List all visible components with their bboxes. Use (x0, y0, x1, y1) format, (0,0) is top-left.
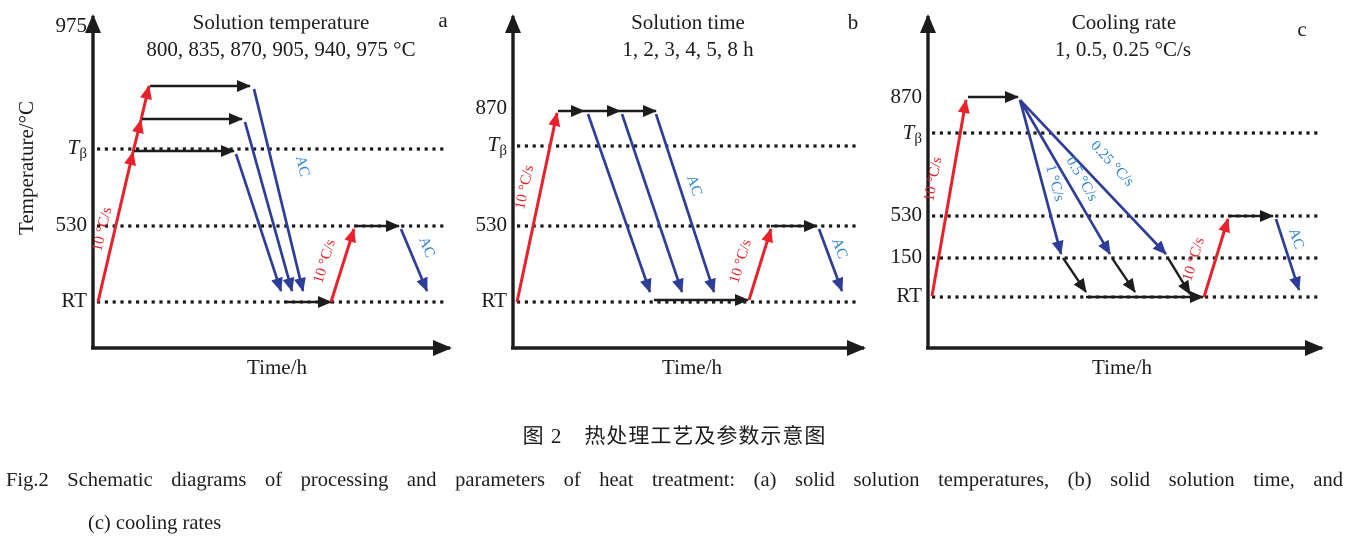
aging-heating-arrow (329, 228, 356, 303)
air-cool-arrow-2 (620, 113, 684, 293)
panel-c-title: Cooling rate (1072, 10, 1176, 34)
heating-arrow-seg3 (139, 85, 152, 121)
y-axis-label: Temperature/°C (14, 101, 38, 235)
tbeta-subscript: β (79, 146, 87, 162)
cooling-rate-arrow-3 (1019, 99, 1167, 255)
tbeta-symbol: T (903, 120, 916, 144)
aging-air-cool-arrow (399, 228, 429, 292)
panel-a-title: Solution temperature (193, 10, 370, 34)
ytick-870: 870 (891, 84, 923, 108)
ytick-870: 870 (476, 95, 508, 119)
air-cool-arrow-1 (252, 88, 306, 292)
aging-air-cool-arrow (1274, 218, 1301, 291)
caption-english-line1: Fig.2 Schematic diagrams of processing a… (6, 469, 1343, 491)
air-cool-arrow-1 (586, 113, 652, 293)
ytick-150: 150 (891, 244, 923, 268)
aging-heating-arrow (1202, 218, 1230, 298)
ytick-tbeta: Tβ (68, 135, 87, 162)
panel-c-subtitle: 1, 0.5, 0.25 °C/s (1055, 37, 1191, 61)
cooling-rate-arrow-2 (1018, 99, 1112, 255)
heating-arrow-seg1 (96, 151, 136, 303)
tbeta-symbol: T (68, 135, 81, 159)
panel-a-subtitle: 800, 835, 870, 905, 940, 975 °C (146, 37, 415, 61)
aging-air-cool-label: AC (1285, 226, 1307, 251)
heating-arrow-seg2 (131, 119, 144, 153)
ytick-rt: RT (481, 288, 507, 312)
air-cool-label: AC (292, 154, 312, 178)
tbeta-symbol: T (488, 132, 501, 156)
air-cool-arrow-2 (243, 121, 295, 292)
x-axis-label: Time/h (1092, 355, 1152, 379)
air-cool-arrow-3 (234, 153, 283, 292)
heating-arrow (930, 99, 970, 297)
cooling-rate-label-3: 0.25 °C/s (1087, 138, 1137, 190)
panel-b-letter: b (848, 10, 859, 34)
ytick-rt: RT (61, 288, 87, 312)
ytick-530: 530 (56, 212, 88, 236)
aging-air-cool-label: AC (415, 235, 438, 260)
aging-rate-label: 10 °C/s (311, 238, 339, 286)
heating-rate-label: 10 °C/s (512, 164, 537, 211)
panel-b-title: Solution time (631, 10, 745, 34)
aging-heating-arrow (747, 228, 773, 301)
aging-air-cool-label: AC (828, 236, 850, 261)
ytick-530: 530 (891, 202, 923, 226)
panel-b-subtitle: 1, 2, 3, 4, 5, 8 h (622, 37, 754, 61)
ytick-530: 530 (476, 212, 508, 236)
tbeta-subscript: β (499, 143, 507, 159)
air-cool-label: AC (683, 173, 705, 198)
panel-c-letter: c (1297, 17, 1306, 41)
ytick-975: 975 (56, 13, 88, 37)
furnace-drop-arrow-2 (1111, 257, 1136, 293)
ytick-rt: RT (896, 283, 922, 307)
caption-chinese: 图 2 热处理工艺及参数示意图 (522, 424, 827, 448)
panel-a: Temperature/°C Time/h Solution temperatu… (14, 8, 452, 379)
air-cool-arrow-3 (654, 113, 716, 293)
ytick-tbeta: Tβ (903, 120, 922, 147)
ytick-tbeta: Tβ (488, 132, 507, 159)
tbeta-subscript: β (914, 131, 922, 147)
aging-rate-label: 10 °C/s (727, 238, 755, 286)
panel-a-letter: a (438, 8, 448, 32)
panel-b: Time/h Solution time 1, 2, 3, 4, 5, 8 h … (476, 10, 866, 379)
heat-treatment-diagrams: Temperature/°C Time/h Solution temperatu… (14, 8, 1324, 379)
heating-rate-label: 10 °C/s (921, 156, 945, 203)
aging-air-cool-arrow (817, 228, 844, 292)
furnace-drop-arrow-1 (1062, 257, 1087, 293)
x-axis-label: Time/h (247, 355, 307, 379)
cooling-rate-arrow-1 (1018, 99, 1064, 255)
furnace-drop-arrow-3 (1166, 257, 1192, 295)
figure-canvas: Temperature/°C Time/h Solution temperatu… (14, 8, 1324, 379)
x-axis-label: Time/h (662, 355, 722, 379)
caption-english-line2: (c) cooling rates (88, 512, 222, 534)
heating-arrow (515, 112, 561, 303)
caption-english: Fig.2 Schematic diagrams of processing a… (6, 459, 1343, 541)
panel-c: Time/h Cooling rate 1, 0.5, 0.25 °C/s c … (891, 10, 1324, 379)
